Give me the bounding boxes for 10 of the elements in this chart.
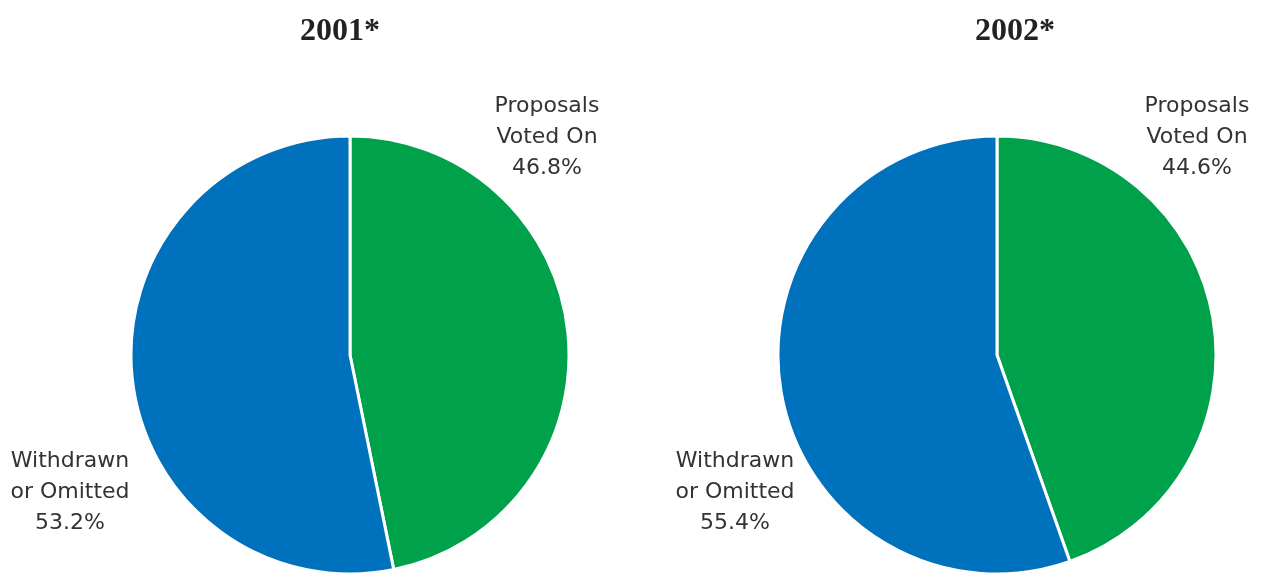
slice-label: Proposals Voted On bbox=[494, 92, 600, 148]
data-label: 44.6% bbox=[1162, 154, 1232, 179]
data-label: 46.8% bbox=[512, 154, 582, 179]
slice-label: Proposals Voted On bbox=[1144, 92, 1250, 148]
slice-label: Withdrawn or Omitted bbox=[675, 447, 795, 503]
slice-label: Withdrawn or Omitted bbox=[10, 447, 130, 503]
data-label: 53.2% bbox=[35, 509, 105, 534]
chart-title: 2001* bbox=[300, 11, 380, 47]
data-label: 55.4% bbox=[700, 509, 770, 534]
chart-title: 2002* bbox=[975, 11, 1055, 47]
